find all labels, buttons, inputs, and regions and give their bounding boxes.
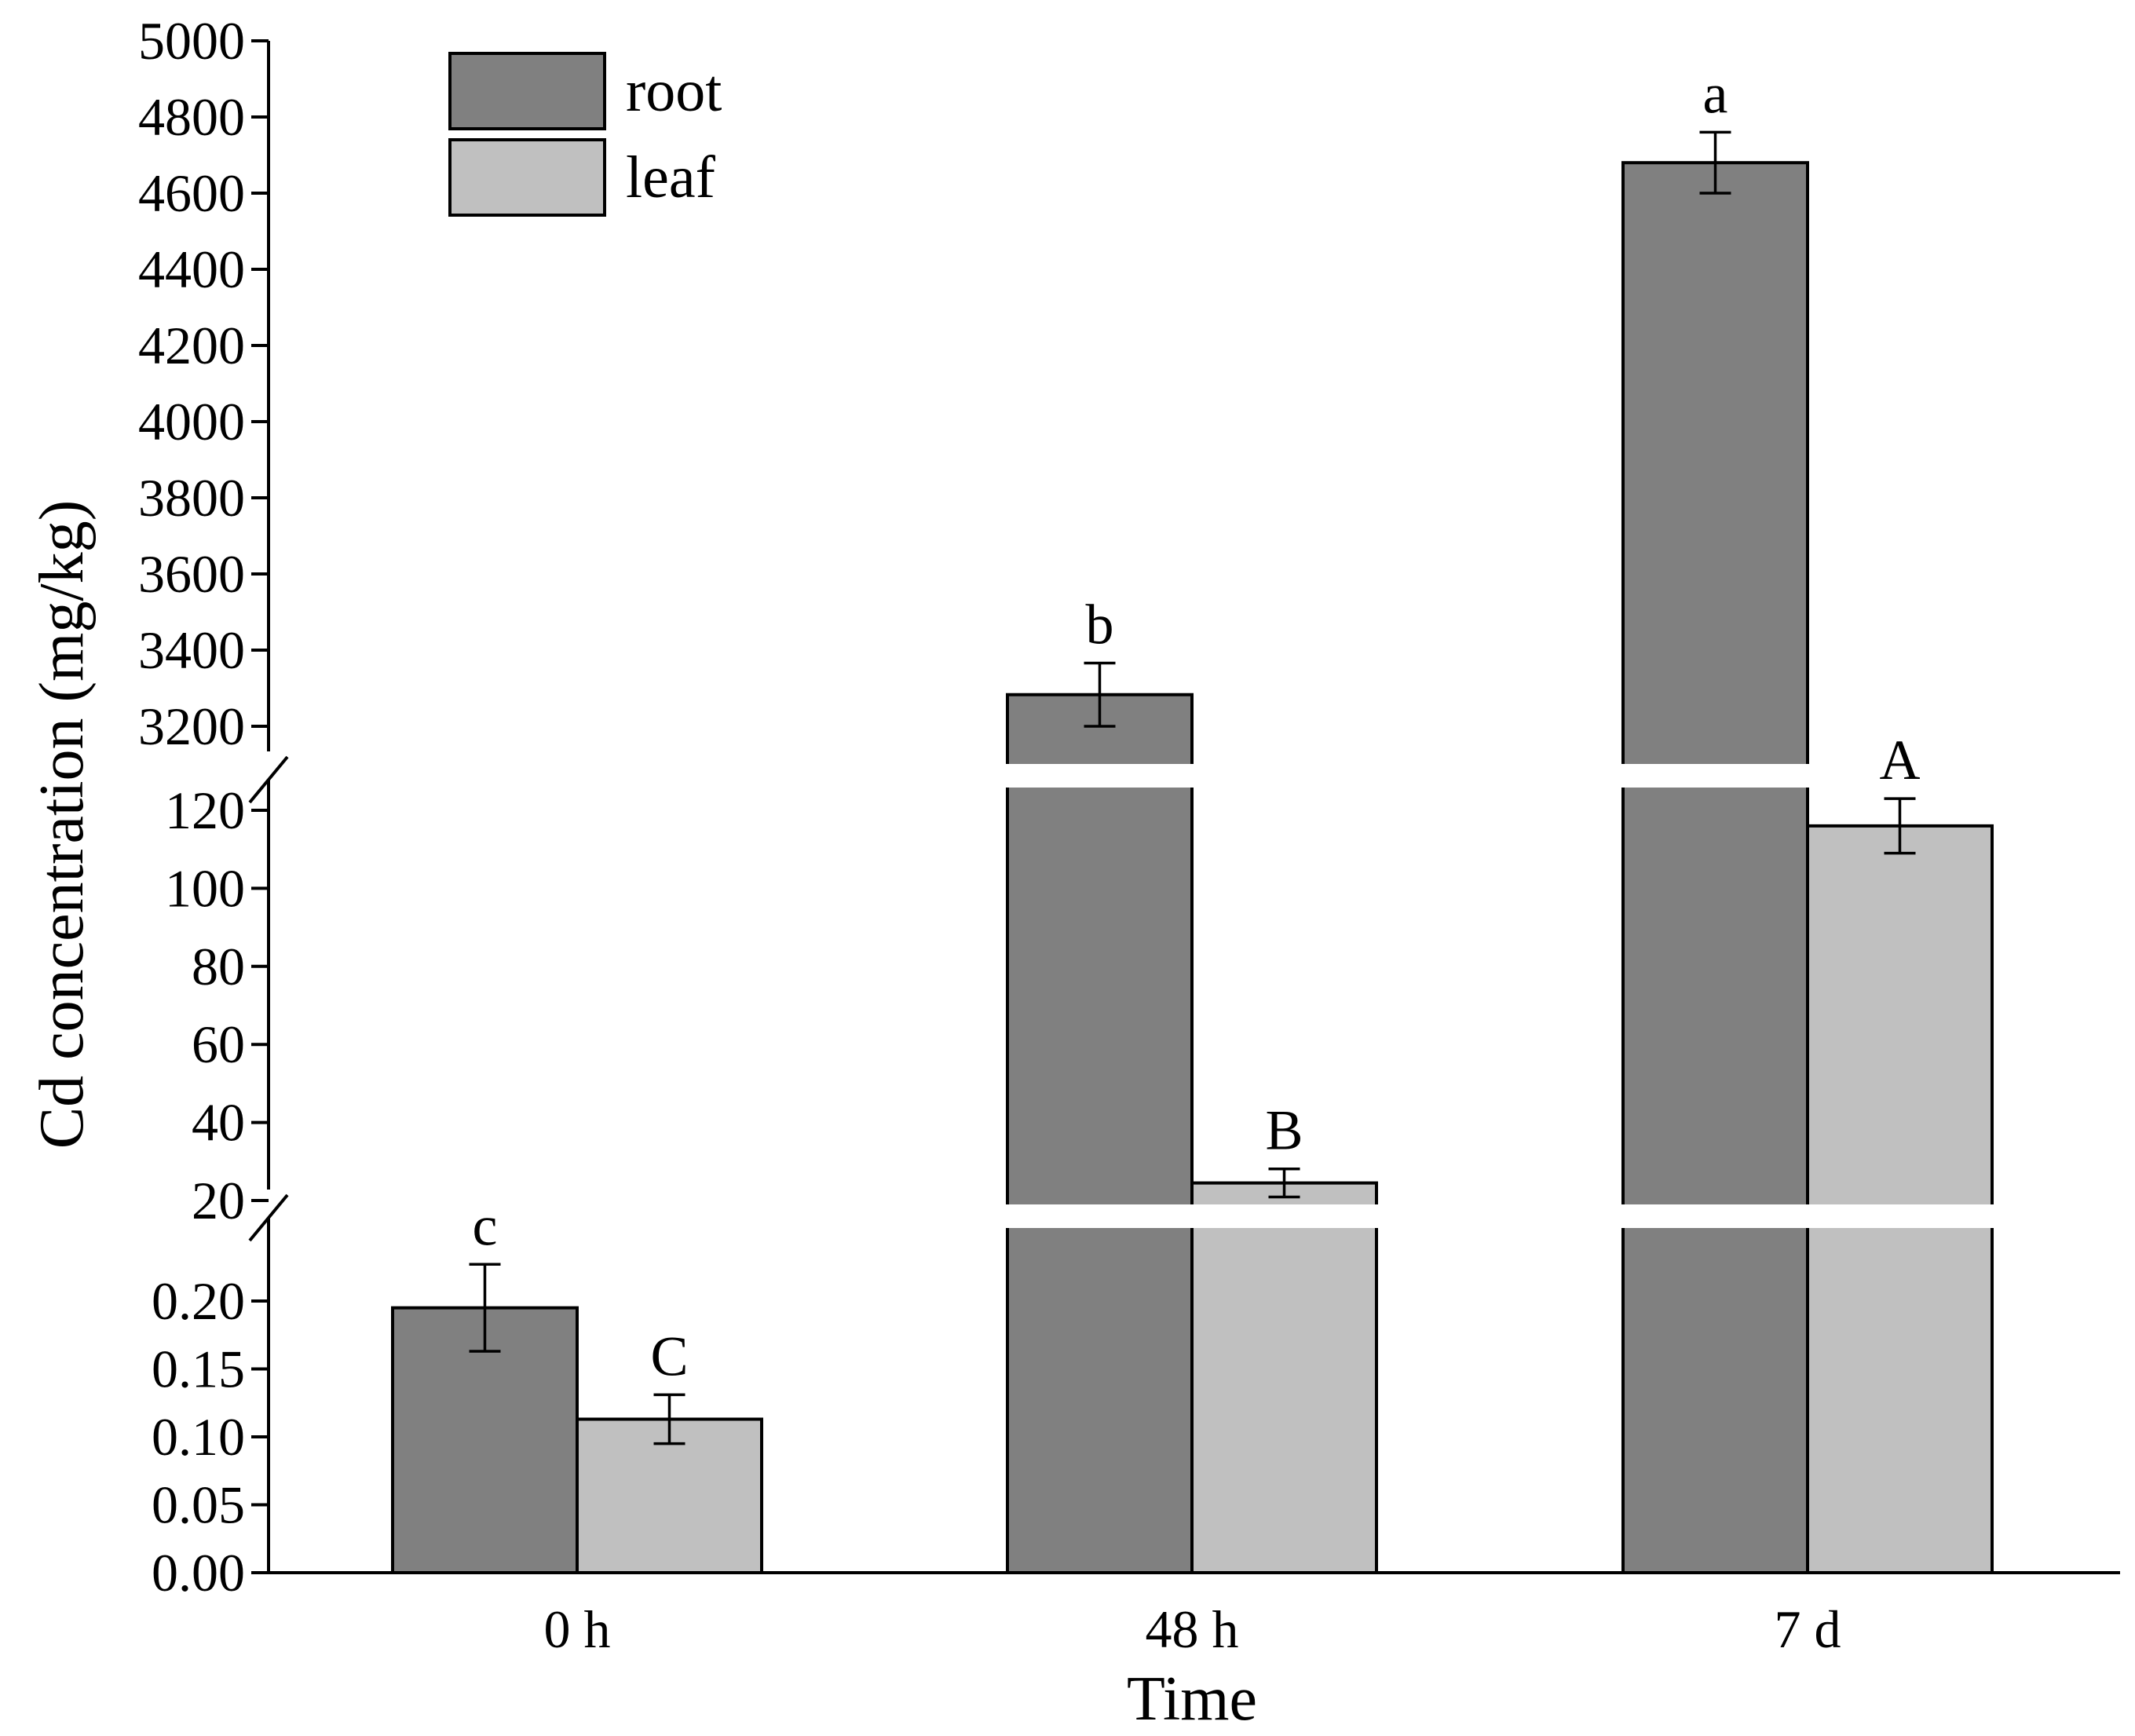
legend-label-leaf: leaf xyxy=(626,144,716,210)
significance-letter-leaf-0: C xyxy=(650,1325,688,1387)
significance-letters: c b a C B A xyxy=(473,62,1921,1387)
axis-break-mark-high xyxy=(248,755,289,804)
legend-swatch-root xyxy=(448,52,606,130)
y-ticks-layer: 0.00 0.05 0.10 0.15 0.20 20 40 60 80 100 120 3200 34… xyxy=(138,11,269,1603)
significance-letter-root-1: b xyxy=(1086,593,1114,656)
bar-leaf-2 xyxy=(1806,824,1994,1574)
y-tick-label-high-8: 4800 xyxy=(138,87,245,147)
significance-letter-root-0: c xyxy=(473,1194,498,1257)
x-tick-label-0: 0 h xyxy=(544,1599,611,1659)
y-tick-label-low-1: 0.05 xyxy=(152,1475,245,1535)
legend-label-root: root xyxy=(626,58,722,124)
significance-letter-root-2: a xyxy=(1703,62,1728,125)
y-tick-label-mid-0: 20 xyxy=(192,1171,245,1230)
y-tick-label-low-2: 0.10 xyxy=(152,1407,245,1467)
bar-root-1 xyxy=(1006,693,1194,1574)
x-axis-title: Time xyxy=(1127,1665,1257,1734)
bars-layer xyxy=(391,161,1994,1575)
break-gap-2-1 xyxy=(1618,764,1812,788)
y-tick-label-high-4: 4000 xyxy=(138,392,245,451)
y-tick-label-high-0: 3200 xyxy=(138,696,245,756)
y-tick-label-mid-3: 80 xyxy=(192,937,245,996)
y-tick-label-mid-1: 40 xyxy=(192,1093,245,1153)
legend-swatch-leaf xyxy=(448,138,606,217)
y-tick-label-high-6: 4400 xyxy=(138,239,245,299)
axis-break-mark-low xyxy=(248,1193,289,1242)
break-gap-1-0 xyxy=(1003,1204,1381,1228)
significance-letter-leaf-2: A xyxy=(1880,729,1921,791)
bar-root-2 xyxy=(1621,161,1809,1575)
y-tick-label-mid-5: 120 xyxy=(165,780,245,840)
y-tick-label-high-5: 4200 xyxy=(138,316,245,375)
x-tick-label-2: 7 d xyxy=(1775,1599,1841,1659)
x-ticks-layer: 0 h 48 h 7 d xyxy=(544,1555,1841,1659)
axis-break-gaps xyxy=(1003,764,1997,1228)
x-tick-label-1: 48 h xyxy=(1146,1599,1239,1659)
y-tick-label-high-7: 4600 xyxy=(138,163,245,223)
y-tick-label-high-1: 3400 xyxy=(138,620,245,680)
bar-leaf-1 xyxy=(1190,1181,1378,1574)
y-tick-label-high-9: 5000 xyxy=(138,11,245,71)
significance-letter-leaf-1: B xyxy=(1265,1099,1303,1162)
y-tick-label-low-3: 0.15 xyxy=(152,1339,245,1399)
y-tick-label-mid-4: 100 xyxy=(165,858,245,918)
y-tick-label-high-2: 3600 xyxy=(138,544,245,604)
y-axis-title: Cd concentration (mg/kg) xyxy=(27,500,97,1149)
y-tick-label-low-0: 0.00 xyxy=(152,1543,245,1603)
error-bars-layer xyxy=(469,130,1916,1445)
y-tick-label-low-4: 0.20 xyxy=(152,1271,245,1331)
y-tick-label-high-3: 3800 xyxy=(138,468,245,528)
break-gap-1-1 xyxy=(1003,764,1197,788)
y-tick-label-mid-2: 60 xyxy=(192,1014,245,1074)
break-gap-2-0 xyxy=(1618,1204,1997,1228)
legend: root leaf xyxy=(448,52,722,217)
